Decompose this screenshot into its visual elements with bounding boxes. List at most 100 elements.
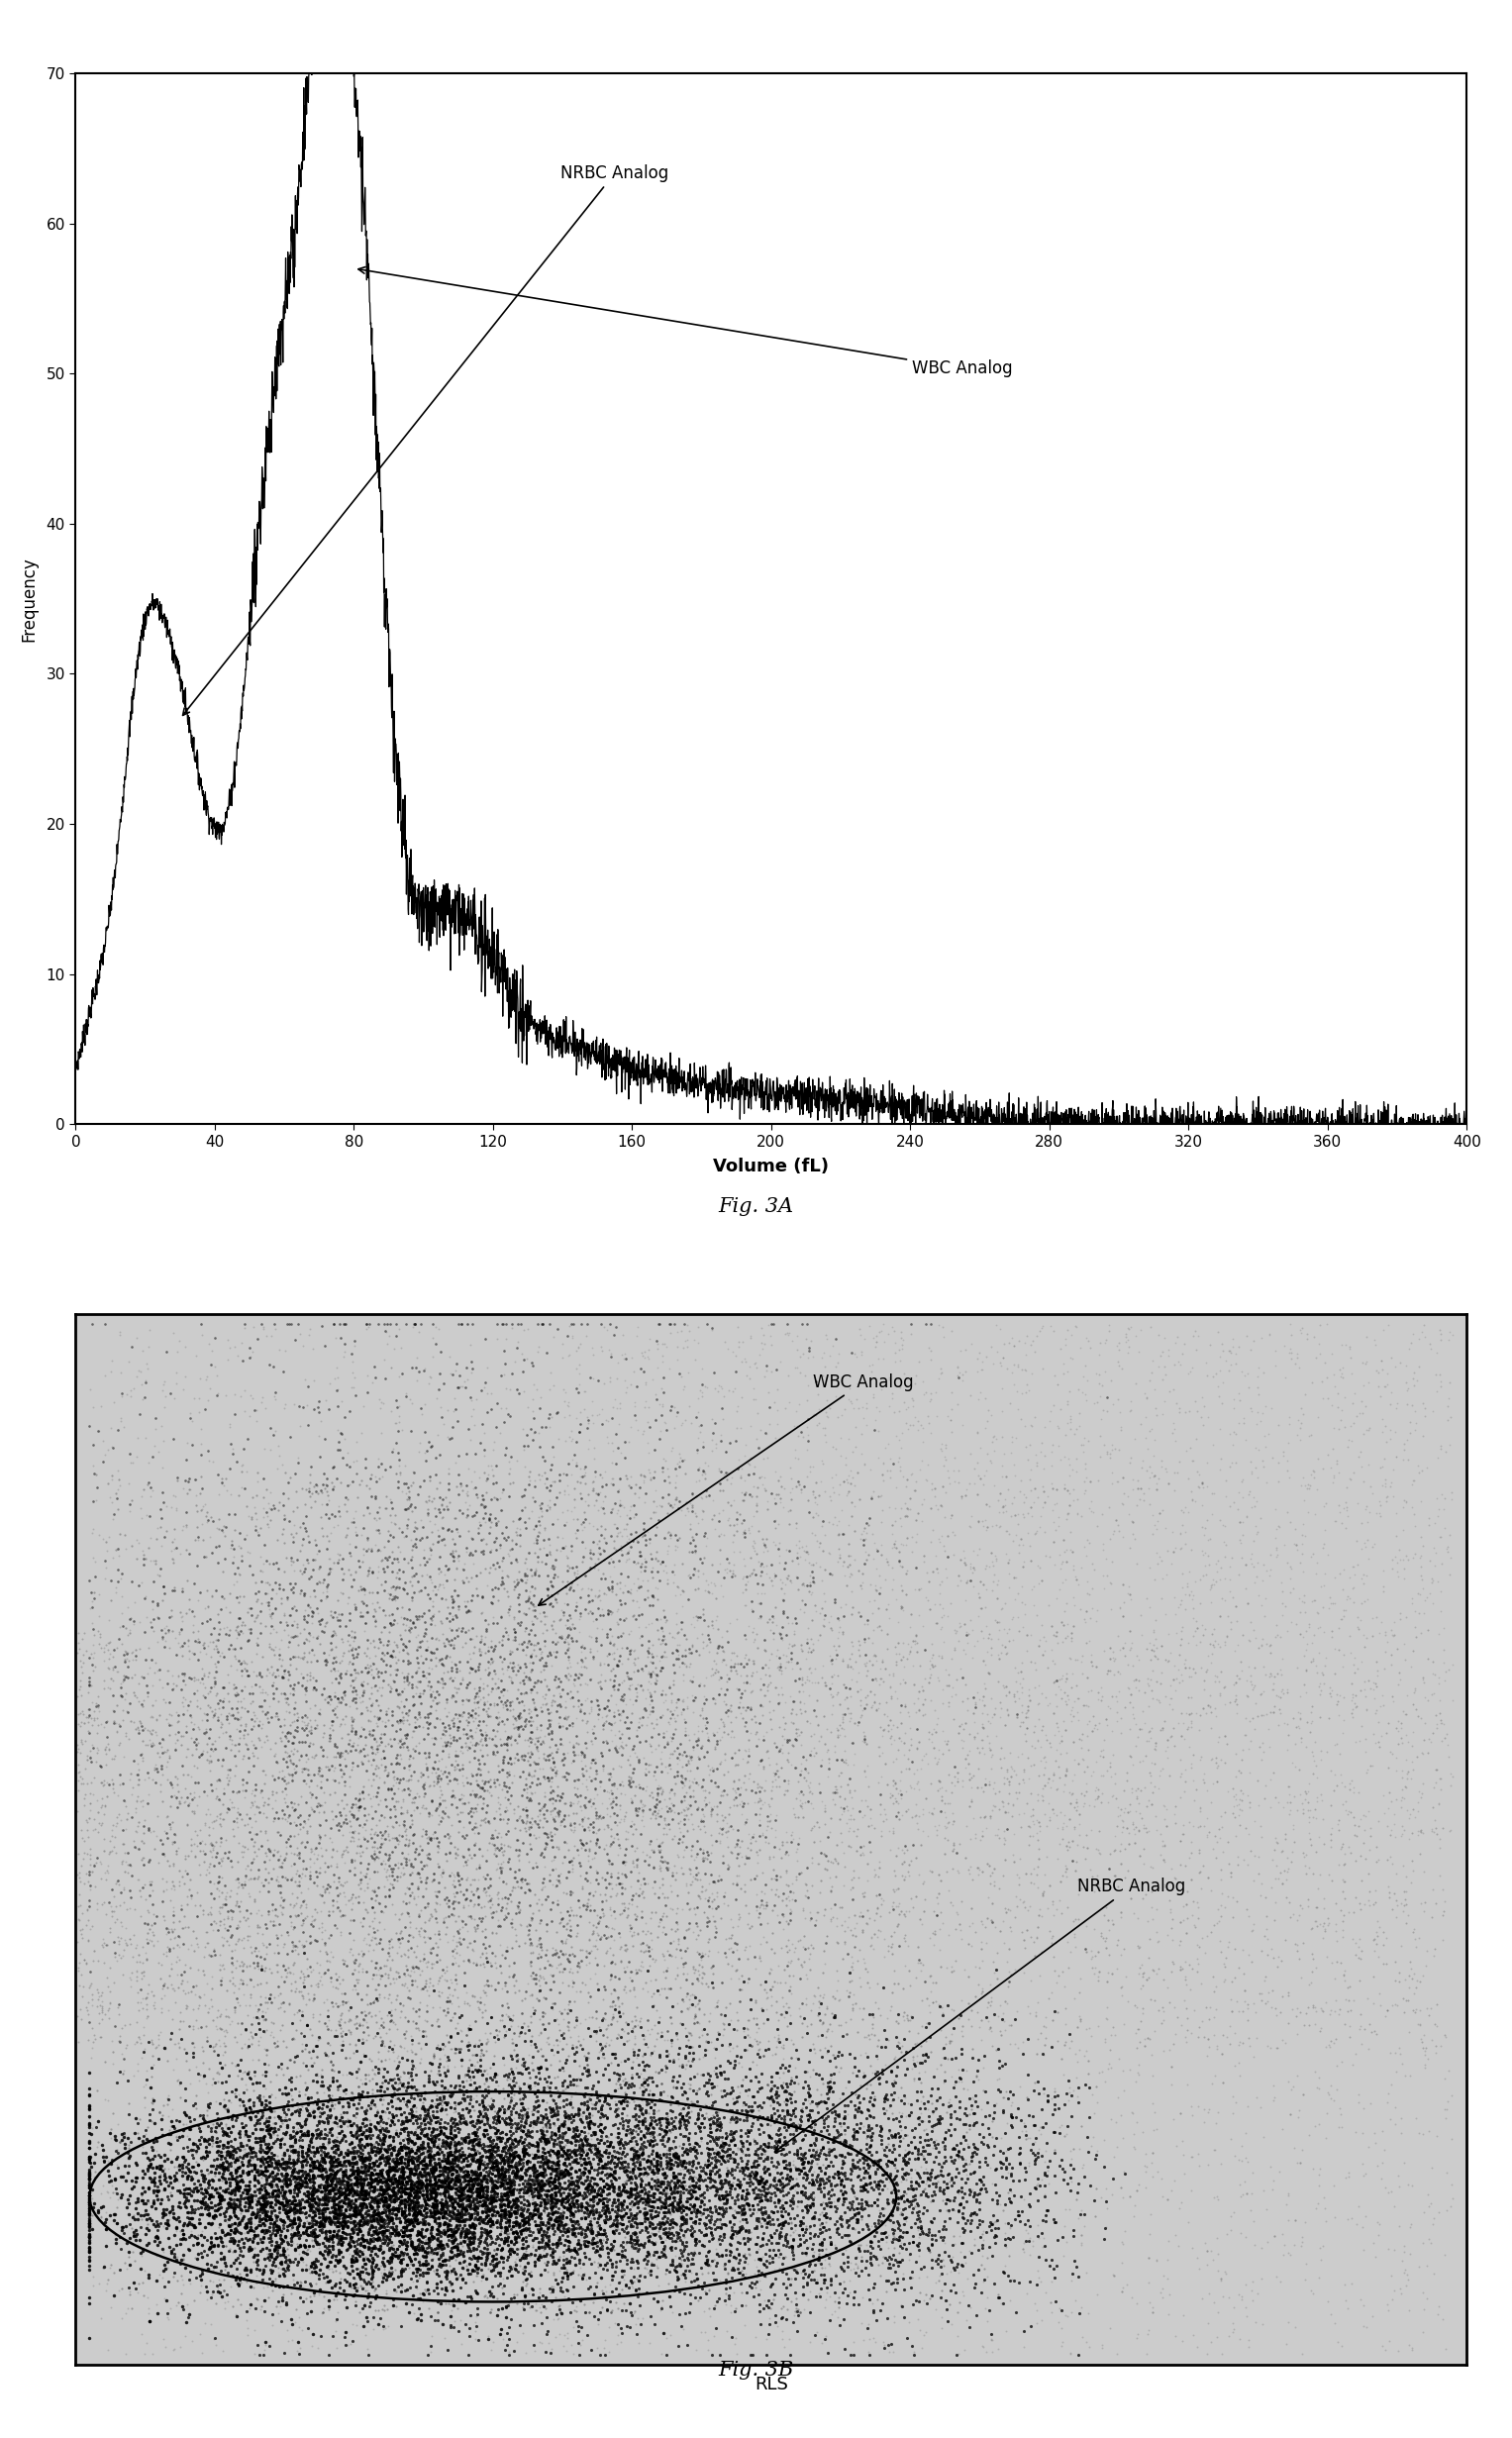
Point	[729, 2121, 753, 2160]
Point	[1405, 1616, 1429, 1655]
Point	[278, 1594, 302, 1633]
Point	[230, 2202, 254, 2241]
Point	[556, 1475, 581, 1514]
Point	[295, 2067, 319, 2106]
Point	[144, 2131, 168, 2170]
Point	[1343, 1373, 1367, 1412]
Point	[503, 2219, 528, 2258]
Point	[340, 1726, 364, 1765]
Point	[623, 2272, 647, 2311]
Point	[885, 2158, 909, 2197]
Point	[540, 2197, 564, 2236]
Point	[322, 2170, 346, 2209]
Point	[673, 2262, 697, 2301]
Point	[553, 1924, 578, 1963]
Point	[172, 1850, 197, 1889]
Point	[197, 2106, 221, 2145]
Point	[1012, 1482, 1036, 1521]
Point	[626, 2262, 650, 2301]
Point	[331, 2206, 355, 2245]
Point	[440, 1534, 464, 1573]
Point	[658, 2245, 682, 2284]
Point	[561, 2131, 585, 2170]
Point	[1305, 1907, 1329, 1946]
Point	[402, 2155, 426, 2194]
Point	[671, 1329, 696, 1368]
Point	[753, 2131, 777, 2170]
Point	[514, 2333, 538, 2372]
Point	[410, 2148, 434, 2187]
Point	[234, 2316, 259, 2355]
Point	[535, 2297, 559, 2336]
Point	[644, 1507, 668, 1546]
Point	[86, 1704, 110, 1743]
Point	[1087, 1870, 1111, 1909]
Point	[862, 2114, 886, 2153]
Point	[1084, 1828, 1108, 1868]
Point	[1010, 1351, 1034, 1390]
Point	[432, 1880, 457, 1919]
Point	[667, 2219, 691, 2258]
Point	[432, 1568, 457, 1607]
Point	[413, 2002, 437, 2041]
Point	[709, 1421, 733, 1460]
Point	[299, 2206, 324, 2245]
Point	[440, 1770, 464, 1809]
Point	[262, 2123, 286, 2163]
Point	[402, 1777, 426, 1816]
Point	[679, 2065, 703, 2104]
Point	[423, 1629, 448, 1668]
Point	[384, 1453, 408, 1492]
Point	[1040, 1463, 1064, 1502]
Point	[298, 2163, 322, 2202]
Point	[423, 1575, 448, 1614]
Point	[1264, 1331, 1288, 1370]
Point	[1429, 1368, 1453, 1407]
Point	[423, 2145, 448, 2184]
Point	[239, 2011, 263, 2050]
Point	[333, 1516, 357, 1555]
Point	[980, 1736, 1004, 1775]
Point	[411, 1941, 435, 1980]
Point	[673, 2204, 697, 2243]
Point	[443, 1741, 467, 1780]
Point	[588, 2121, 612, 2160]
Point	[234, 1763, 259, 1802]
Point	[815, 2175, 839, 2214]
Point	[513, 2260, 537, 2299]
Point	[310, 1573, 334, 1612]
Point	[738, 1446, 762, 1485]
Point	[916, 1446, 940, 1485]
Point	[180, 2131, 204, 2170]
Point	[221, 1892, 245, 1931]
Point	[82, 1846, 106, 1885]
Point	[832, 2104, 856, 2143]
Point	[1338, 1633, 1362, 1672]
Point	[378, 2241, 402, 2280]
Point	[978, 2006, 1002, 2045]
Point	[921, 2182, 945, 2221]
Point	[479, 2123, 503, 2163]
Point	[528, 1529, 552, 1568]
Point	[414, 2238, 438, 2277]
Point	[673, 1831, 697, 1870]
Point	[683, 2233, 708, 2272]
Point	[552, 1473, 576, 1512]
Point	[1358, 1468, 1382, 1507]
Point	[754, 2138, 779, 2177]
Point	[422, 2187, 446, 2226]
Point	[405, 2192, 429, 2231]
Point	[431, 2024, 455, 2063]
Point	[862, 2292, 886, 2331]
Point	[546, 1621, 570, 1660]
Point	[431, 1902, 455, 1941]
Point	[80, 2180, 104, 2219]
Point	[376, 2160, 401, 2199]
Point	[269, 2250, 293, 2289]
Point	[1016, 1889, 1040, 1928]
Point	[570, 2055, 594, 2094]
Point	[596, 2153, 620, 2192]
Point	[404, 2172, 428, 2211]
Point	[491, 2158, 516, 2197]
Point	[953, 2163, 977, 2202]
